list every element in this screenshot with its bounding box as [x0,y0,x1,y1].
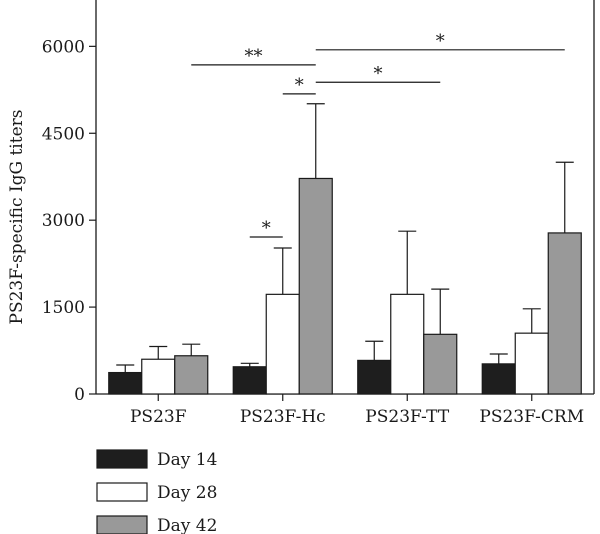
bar [174,355,209,395]
legend-swatch [96,482,148,502]
y-axis-label: PS23F-specific IgG titers [7,110,27,325]
x-tick-label: PS23F-CRM [479,407,584,427]
legend-swatch [96,515,148,534]
bar [265,293,300,395]
bar [357,359,392,395]
bar [390,293,425,395]
significance-label: * [295,75,304,96]
significance-label: * [374,63,383,84]
legend-label: Day 42 [157,516,217,534]
x-tick-label: PS23F [130,407,187,427]
axes: 0 1500 3000 4500 6000 PS23F PS23F-Hc PS23F-TT PS… [42,0,595,427]
legend-swatch [96,449,148,469]
bar [514,332,549,395]
significance-label: * [262,218,271,239]
y-tick-label: 3000 [42,211,85,231]
x-tick-label: PS23F-Hc [240,407,326,427]
bar [108,371,143,395]
significance-brackets: ****** [191,31,565,239]
y-tick-label: 1500 [42,298,85,318]
bar [232,366,267,395]
bar [481,363,516,395]
x-tick-label: PS23F-TT [365,407,450,427]
bar [298,177,333,395]
y-tick-label: 6000 [42,37,85,57]
y-tick-label: 4500 [42,124,85,144]
legend: Day 14 Day 28 Day 42 [96,449,217,534]
bar [547,232,582,395]
legend-label: Day 14 [157,450,217,470]
y-tick-label: 0 [74,385,85,405]
bar [141,358,176,395]
bar [423,333,458,395]
significance-label: ** [245,46,263,67]
significance-label: * [436,31,445,52]
legend-label: Day 28 [157,483,217,503]
bars [108,103,582,395]
